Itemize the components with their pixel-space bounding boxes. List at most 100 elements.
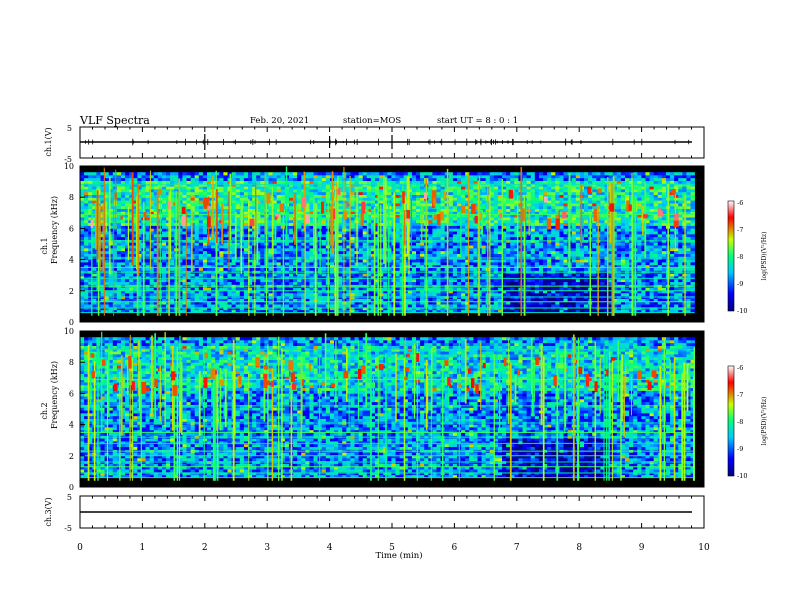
spectrogram-cell: [198, 214, 204, 218]
spectrogram-cell: [305, 273, 310, 277]
spectrogram-cell: [469, 233, 474, 238]
spectrogram-cell: [170, 236, 175, 240]
spectrogram-cell: [178, 203, 183, 207]
spectrogram-cell: [186, 264, 191, 269]
spectrogram-cell: [420, 197, 425, 201]
spectrogram-cell: [178, 233, 183, 238]
spectrogram-cell: [120, 194, 126, 198]
spectrogram-cell: [92, 194, 97, 198]
spectrogram-cell: [338, 287, 343, 291]
spectrogram-cell: [276, 219, 282, 224]
spectrogram-cell: [428, 281, 433, 285]
spectrogram-cell: [428, 175, 433, 179]
spectrogram-cell: [170, 290, 175, 294]
spectrogram-cell: [264, 175, 269, 179]
spectrogram-cell: [198, 250, 204, 254]
spectrogram-cell: [354, 177, 359, 181]
spectrogram-cell: [104, 306, 109, 311]
spectrogram-cell: [194, 186, 200, 190]
spectrogram-cell: [207, 290, 212, 294]
spectrogram-cell: [469, 273, 474, 277]
spectrogram-cell: [436, 267, 441, 271]
spectrogram-cell: [461, 262, 466, 266]
spectrogram-cell: [383, 287, 388, 291]
spectrogram-cell: [104, 175, 109, 179]
spectrogram-cell: [297, 248, 302, 252]
spectrogram-cell: [178, 264, 183, 269]
spectrogram-cell: [411, 194, 417, 198]
spectrogram-cell: [260, 180, 265, 184]
spectrogram-cell: [178, 253, 183, 257]
spectrogram-cell: [284, 304, 290, 308]
spectrogram-cell: [129, 292, 134, 297]
spectrogram-cell: [416, 180, 421, 184]
spectrogram-cell: [366, 189, 372, 193]
spectrogram-cell: [268, 194, 273, 198]
spectrogram-cell: [133, 304, 138, 308]
ch1-waveform-panel: 5 -5 ch.1(V): [44, 124, 705, 164]
spectrogram-cell: [182, 248, 187, 252]
spectrogram-cell: [190, 309, 196, 313]
spectrogram-cell: [268, 259, 273, 263]
spectrogram-cell: [448, 225, 454, 229]
spectrogram-cell: [92, 180, 97, 184]
spectrogram-cell: [133, 191, 138, 196]
spectrogram-cell: [256, 245, 261, 249]
spectrogram-cell: [231, 200, 237, 204]
spectrogram-cell: [239, 276, 245, 280]
spectrogram-cell: [276, 189, 282, 193]
spectrogram-cell: [137, 194, 142, 198]
spectrogram-cell: [153, 191, 159, 196]
spectrogram-cell: [194, 253, 200, 257]
spectrogram-cell: [149, 298, 155, 302]
spectrogram-cell: [239, 189, 245, 193]
spectrogram-cell: [395, 242, 400, 246]
spectrogram-cell: [297, 250, 302, 254]
spectrogram-cell: [338, 203, 343, 207]
spectrogram-cell: [88, 309, 93, 313]
spectrogram-cell: [80, 231, 85, 235]
spectrogram-cell: [321, 172, 327, 176]
spectrogram-cell: [223, 175, 228, 179]
spectrogram-cell: [260, 175, 265, 179]
spectrogram-cell: [288, 205, 294, 210]
spectrogram-cell: [170, 219, 175, 224]
spectrogram-cell: [305, 298, 310, 302]
spectrogram-cell: [84, 217, 89, 221]
spectrogram-cell: [129, 290, 134, 294]
spectrogram-cell: [202, 186, 208, 190]
spectrogram-cell: [194, 222, 200, 226]
spectrogram-cell: [473, 281, 478, 285]
spectrogram-cell: [129, 245, 134, 249]
spectrogram-cell: [256, 242, 261, 246]
spectrogram-cell: [84, 172, 89, 176]
spectrogram-cell: [129, 233, 134, 238]
spectrogram-cell: [276, 250, 282, 254]
spectrogram-cell: [178, 208, 183, 212]
spectrogram-cell: [284, 301, 290, 305]
spectrogram-cell: [194, 301, 200, 305]
spectrogram-cell: [252, 197, 257, 201]
spectrogram-cell: [448, 278, 454, 283]
spectrogram-cell: [129, 306, 134, 311]
spectrogram-cell: [153, 292, 159, 297]
spectrogram-cell: [120, 290, 126, 294]
spectrogram-cell: [248, 292, 253, 297]
spectrogram-cell: [104, 191, 109, 196]
spectrogram-cell: [387, 177, 392, 181]
spectrogram-cell: [190, 248, 196, 252]
spectrogram-cell: [84, 298, 89, 302]
ch1-waveform-spikes: [85, 134, 690, 150]
spectrogram-cell: [92, 172, 97, 176]
spectrogram-cell: [243, 200, 249, 204]
spectrogram-cell: [149, 177, 155, 181]
spectrogram-cell: [256, 197, 261, 201]
spectrogram-cell: [235, 217, 241, 221]
spectrogram-cell: [288, 250, 294, 254]
spectrogram-cell: [321, 236, 327, 240]
spectrogram-cell: [92, 262, 97, 266]
spectrogram-cell: [153, 287, 159, 291]
spectrogram-cell: [88, 205, 93, 210]
spectrogram-cell: [207, 301, 212, 305]
spectrogram-cell: [248, 228, 253, 232]
